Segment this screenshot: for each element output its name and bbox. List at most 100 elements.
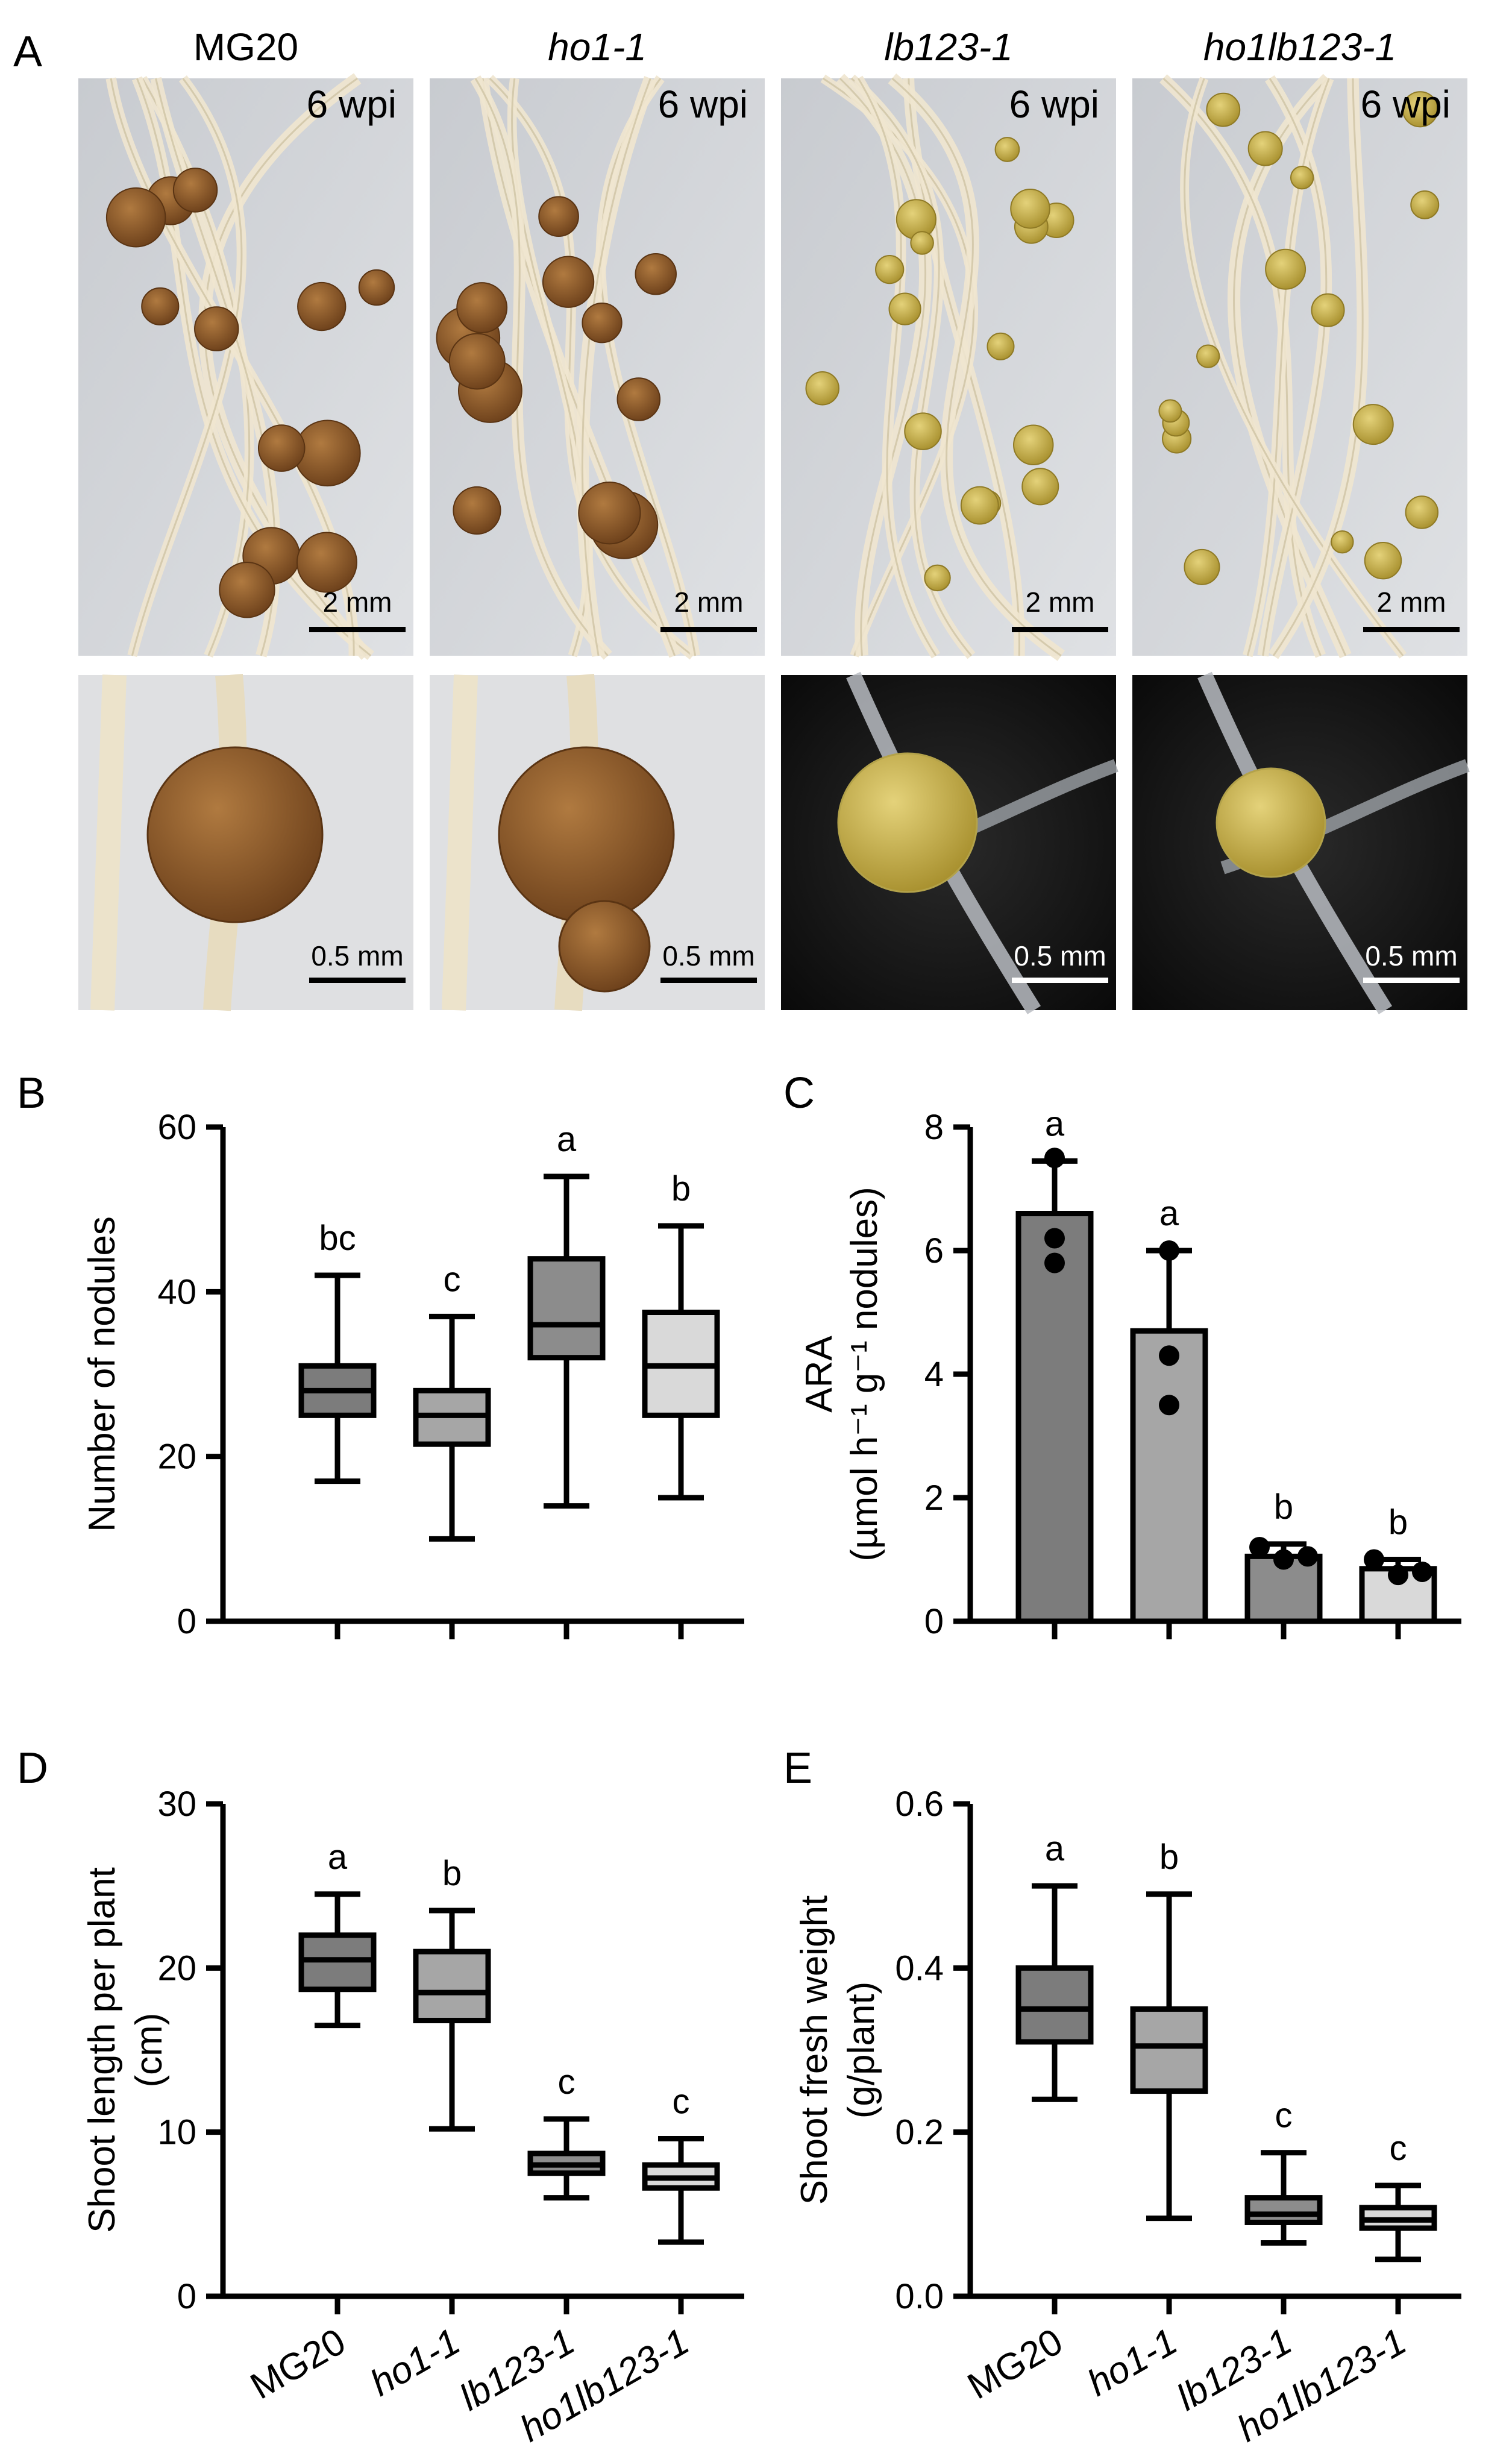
y-tick-label: 40: [157, 1272, 196, 1311]
top-photo-ho1lb123-1: 6 wpi 2 mm: [1132, 74, 1467, 659]
time-label: 6 wpi: [307, 83, 397, 126]
scale-label-top: 2 mm: [323, 586, 392, 618]
data-point: [1297, 1546, 1318, 1567]
y-tick-label: 6: [924, 1231, 944, 1270]
y-tick-label: 0.0: [895, 2277, 944, 2316]
y-tick-label: 10: [157, 2113, 196, 2152]
box-ho1-1: [1130, 2006, 1208, 2094]
y-tick-label: 8: [924, 1108, 944, 1147]
nodule: [1364, 541, 1402, 580]
scale-bar-bottom: [660, 978, 757, 983]
nodule: [358, 269, 395, 306]
top-photo-mg20: 6 wpi 2 mm: [78, 73, 413, 661]
data-point: [1273, 1549, 1294, 1570]
nodule: [635, 253, 677, 295]
significance-label-lb123-1: b: [1274, 1487, 1293, 1527]
nodule: [888, 292, 921, 325]
nodule: [1405, 495, 1439, 529]
root-strand-edge: [1246, 78, 1330, 656]
nodule: [1206, 92, 1241, 127]
x-tick-label-ho1-1: ho1-1: [1081, 2320, 1184, 2404]
y-tick-label: 30: [157, 1785, 196, 1824]
genotype-label-ho1lb123-1: ho1lb123-1: [1203, 25, 1396, 69]
nodule: [1247, 131, 1283, 166]
chart-c-ara: 0 2 4 6 8 ARA (µmol h⁻¹ g⁻¹ nodules) a a b b: [798, 1104, 1461, 1641]
nodule: [141, 287, 180, 325]
significance-label-ho1lb123-1: c: [1390, 2129, 1407, 2168]
y-axis-label: Shoot length per plant: [81, 1867, 123, 2233]
scale-bar-top: [660, 627, 757, 632]
y-tick-label: 0: [177, 1602, 196, 1641]
nodule-closeup: [837, 752, 978, 893]
x-tick-label-mg20: MG20: [961, 2320, 1070, 2407]
chart-b-nodule-number: 0 20 40 60 Number of nodules bc c a b: [81, 1108, 744, 1641]
scale-label-bottom: 0.5 mm: [1365, 940, 1457, 972]
significance-label-mg20: bc: [319, 1219, 356, 1258]
nodule: [297, 281, 347, 331]
top-photo-ho1-1: 6 wpi 2 mm: [430, 75, 765, 660]
significance-label-lb123-1: c: [558, 2062, 576, 2102]
nodule: [924, 564, 951, 592]
data-point: [1159, 1345, 1179, 1366]
scale-bar-top: [1363, 627, 1460, 632]
root-strand-edge: [891, 77, 1062, 657]
bottom-photo-mg20: 0.5 mm: [78, 674, 413, 1011]
y-axis-label: Number of nodules: [81, 1216, 123, 1532]
y-tick-label: 20: [157, 1949, 196, 1988]
data-point: [1044, 1148, 1065, 1169]
nodule: [578, 482, 641, 545]
nodule: [1013, 424, 1054, 465]
y-axis-label-units: (g/plant): [841, 1982, 882, 2118]
scale-label-top: 2 mm: [674, 586, 744, 618]
y-axis-label-units: (cm): [128, 2013, 170, 2088]
bar-ho1-1: [1130, 1328, 1208, 1624]
y-axis-label: ARA: [798, 1336, 840, 1413]
box-lb123-1: [1244, 2195, 1323, 2225]
nodule: [1311, 293, 1345, 327]
nodule: [1290, 166, 1314, 190]
nodule: [904, 412, 942, 450]
nodule: [1196, 344, 1220, 368]
time-label: 6 wpi: [1361, 83, 1451, 126]
scale-label-bottom: 0.5 mm: [1014, 940, 1106, 972]
nodule: [219, 562, 275, 618]
scale-bar-bottom: [1012, 978, 1108, 983]
y-tick-label: 60: [157, 1108, 196, 1147]
scale-bar-bottom: [1363, 978, 1460, 983]
root-strand: [90, 674, 127, 1011]
nodule: [960, 486, 999, 525]
box-mg20: [1015, 1965, 1094, 2045]
nodule: [1352, 404, 1394, 445]
nodule-closeup-small: [558, 900, 651, 993]
significance-label-ho1-1: c: [444, 1260, 461, 1299]
root-strand-edge: [857, 78, 937, 656]
data-point: [1364, 1549, 1384, 1570]
y-axis-label-units: (µmol h⁻¹ g⁻¹ nodules): [844, 1187, 885, 1561]
panel-letter-e: E: [783, 1744, 812, 1792]
genotype-label-lb123-1: lb123-1: [884, 25, 1013, 69]
top-photo-lb123-1: 6 wpi 2 mm: [781, 73, 1116, 661]
nodule: [1010, 188, 1050, 229]
nodule: [805, 371, 839, 406]
scale-label-top: 2 mm: [1377, 586, 1446, 618]
y-axis-label: Shoot fresh weight: [794, 1895, 835, 2205]
y-tick-label: 0: [177, 2277, 196, 2316]
panel-letter-c: C: [783, 1069, 815, 1117]
y-tick-label: 20: [157, 1437, 196, 1477]
bottom-photo-lb123-1: 0.5 mm: [781, 671, 1118, 1014]
y-tick-label: 0.6: [895, 1785, 944, 1824]
nodule: [875, 254, 905, 284]
y-tick-label: 0.4: [895, 1949, 944, 1988]
root-strand-edge: [131, 78, 243, 656]
box-ho1-1: [413, 1949, 491, 2023]
significance-label-lb123-1: a: [557, 1120, 577, 1159]
nodule: [105, 187, 166, 248]
nodule: [1265, 248, 1307, 290]
nodule: [296, 532, 357, 593]
root-strand-edge: [474, 78, 609, 657]
root-strand-edge: [1272, 78, 1364, 656]
scale-bar-top: [309, 627, 406, 632]
scale-label-bottom: 0.5 mm: [662, 940, 754, 972]
nodule: [1021, 468, 1059, 506]
